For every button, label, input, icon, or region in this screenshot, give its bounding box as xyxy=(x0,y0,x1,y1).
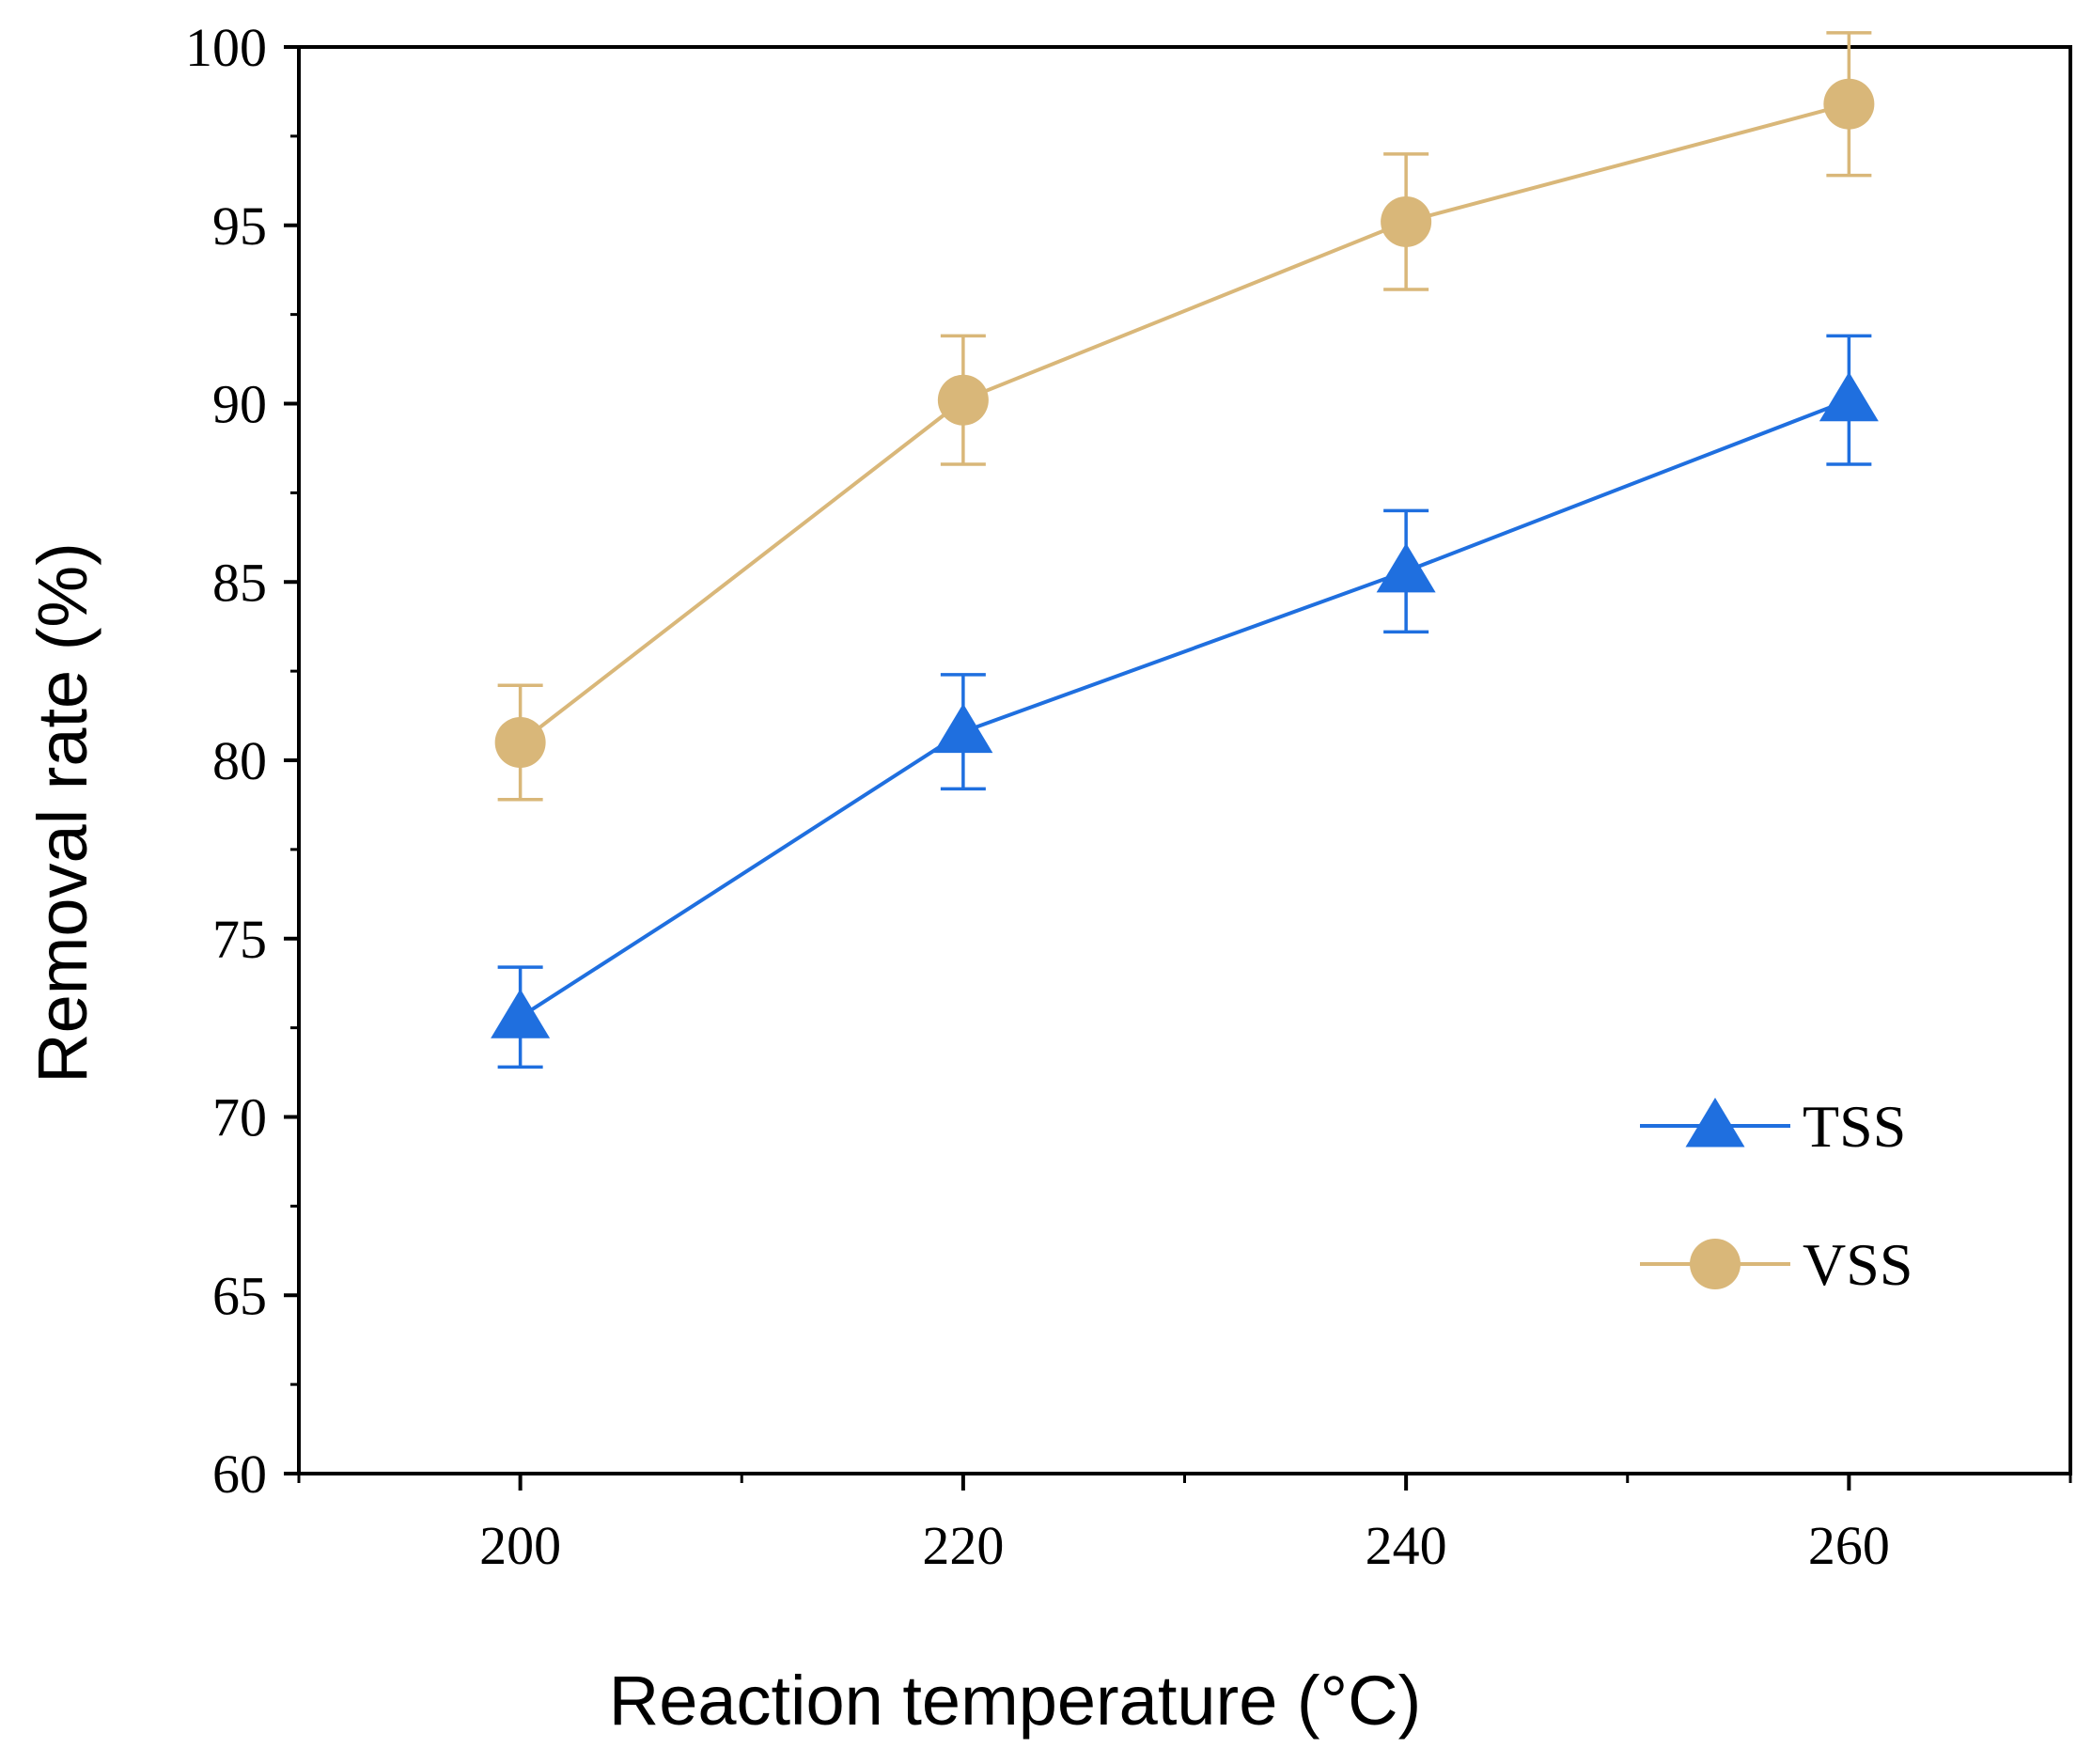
data-point xyxy=(933,703,993,754)
y-axis-title: Removal rate (%) xyxy=(23,542,101,1084)
y-tick-label: 100 xyxy=(185,17,267,78)
legend-marker xyxy=(1685,1098,1745,1147)
data-point xyxy=(1376,542,1436,593)
series-tss xyxy=(491,334,1879,1069)
data-point xyxy=(1381,195,1432,247)
y-tick-label: 75 xyxy=(212,909,267,970)
legend-marker xyxy=(1690,1239,1741,1289)
y-tick-label: 60 xyxy=(212,1444,267,1505)
data-point xyxy=(494,717,546,769)
y-axis: 60 65 70 75 80 85 90 95 100 xyxy=(185,17,299,1505)
legend-label: TSS xyxy=(1803,1093,1906,1160)
series-line xyxy=(519,101,1850,744)
legend-item-vss: VSS xyxy=(1640,1231,1912,1298)
x-axis: 200 220 240 260 xyxy=(297,1474,2072,1576)
y-tick-label: 90 xyxy=(212,374,267,435)
y-tick-label: 85 xyxy=(212,552,267,613)
x-tick-label: 200 xyxy=(479,1515,561,1576)
data-point xyxy=(1823,78,1875,130)
y-tick-label: 70 xyxy=(212,1087,267,1148)
x-tick-label: 260 xyxy=(1808,1515,1890,1576)
x-tick-label: 240 xyxy=(1366,1515,1447,1576)
x-tick-label: 220 xyxy=(922,1515,1004,1576)
y-tick-label: 95 xyxy=(212,195,267,257)
data-point xyxy=(491,989,551,1038)
series-layer xyxy=(491,31,1879,1069)
series-line xyxy=(519,398,1850,1019)
y-tick-label: 80 xyxy=(212,730,267,791)
legend-item-tss: TSS xyxy=(1640,1093,1906,1160)
x-axis-title: Reaction temperature (°C) xyxy=(609,1662,1421,1740)
data-point xyxy=(937,374,989,426)
legend-label: VSS xyxy=(1803,1231,1912,1298)
data-point xyxy=(1819,371,1879,422)
y-tick-label: 65 xyxy=(212,1265,267,1326)
series-vss xyxy=(494,31,1875,802)
legend: TSS VSS xyxy=(1640,1093,1912,1298)
